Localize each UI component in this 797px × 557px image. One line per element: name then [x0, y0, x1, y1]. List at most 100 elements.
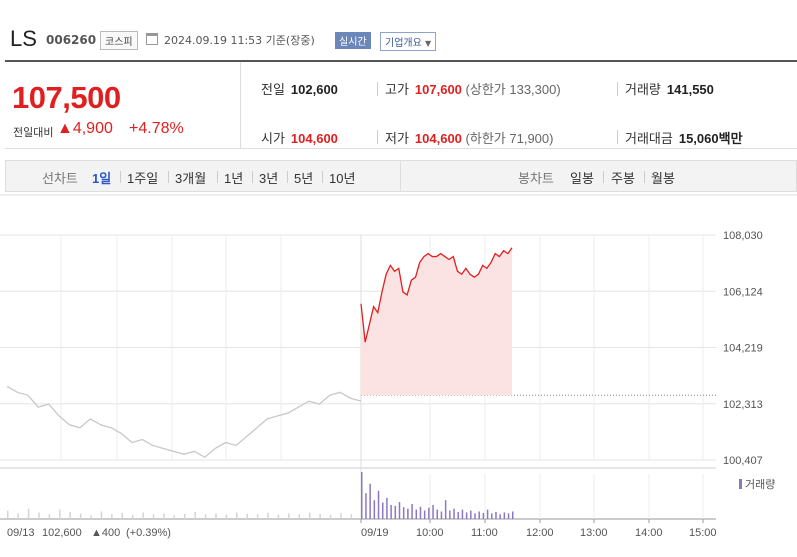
low-value: 104,600: [414, 131, 462, 146]
x-tick-label: 11:00: [471, 527, 498, 539]
company-overview-button[interactable]: 기업개요 ▼: [380, 32, 437, 51]
volume-bar-prev-day: [350, 514, 353, 519]
company-overview-label: 기업개요: [385, 38, 422, 49]
volume-bar-prev-day: [194, 511, 196, 519]
divider: [377, 130, 378, 144]
volume-bar-prev-day: [17, 513, 19, 519]
chevron-down-icon: ▼: [425, 39, 432, 48]
volume-bar-today: [365, 493, 367, 519]
stock-name: LS: [10, 26, 37, 51]
chart-tab-bar: 선차트 1일 1주일 3개월 1년 3년 5년 10년 봉차트 일봉 주봉 월봉: [5, 160, 797, 192]
volume-bar-today: [453, 508, 455, 519]
tab-3y[interactable]: 3년: [259, 171, 279, 186]
trade-value-unit: 백만: [718, 131, 743, 146]
timestamp: 2024.09.19 11:53 기준(장중): [164, 34, 315, 47]
volume-bar-today: [440, 511, 443, 519]
low-label: 저가: [385, 131, 409, 146]
volume-bar-prev-day: [142, 512, 144, 519]
volume-bar-today: [402, 507, 405, 519]
divider: [120, 171, 121, 183]
volume-bar-prev-day: [90, 515, 92, 519]
divider: [603, 171, 604, 183]
upper-limit: (상한가 133,300): [465, 82, 561, 97]
stock-code: 006260: [46, 33, 97, 47]
volume-legend-label: 거래량: [745, 478, 775, 491]
x-tick-label: 10:00: [416, 527, 444, 539]
volume-bar-today: [495, 511, 497, 519]
prev-close-value: 102,600: [290, 82, 338, 97]
volume-bar-today: [491, 513, 493, 519]
prev-day-date: 09/13: [7, 527, 35, 539]
volume-bar-prev-day: [163, 513, 165, 519]
volume-bar-today: [444, 500, 447, 519]
x-tick-label: 15:00: [689, 527, 717, 539]
volume-bar-today: [394, 505, 397, 519]
volume-bar-today: [432, 504, 434, 519]
change-label: 전일대비: [13, 126, 54, 139]
volume-bar-prev-day: [340, 512, 342, 519]
volume-bars: [7, 472, 514, 519]
trade-value-label: 거래대금: [625, 131, 673, 146]
trade-value: 거래대금 15,060백만: [625, 128, 743, 147]
volume-bar-prev-day: [69, 511, 71, 519]
chart-labels: 108,030 106,124 104,219 102,313 100,407 거래량 09…: [7, 230, 775, 539]
x-tick-label: 13:00: [580, 527, 608, 539]
volume-bar-today: [411, 503, 413, 519]
volume-bar-today: [503, 512, 506, 519]
today-price-area: [361, 247, 512, 396]
volume-bar-prev-day: [27, 508, 30, 519]
divider: [644, 171, 645, 183]
volume-bar-prev-day: [184, 513, 186, 519]
stock-header: LS 006260 코스피 2024.09.19 11:53 기준(장중) 실시…: [0, 0, 797, 60]
current-price: 107,500: [12, 80, 121, 115]
x-tick-label: 14:00: [635, 527, 663, 539]
volume-bar-today: [499, 514, 501, 519]
tab-10y[interactable]: 10년: [329, 171, 356, 186]
volume-bar-prev-day: [267, 512, 269, 519]
volume-label: 거래량: [625, 82, 661, 97]
line-chart-label: 선차트: [42, 171, 78, 186]
high-label: 고가: [385, 82, 409, 97]
divider: [168, 171, 169, 183]
volume-value: 141,550: [666, 82, 714, 97]
volume-bar-today: [470, 510, 472, 519]
tab-weekly-candle[interactable]: 주봉: [611, 171, 635, 186]
divider: [400, 161, 401, 191]
divider: [322, 171, 323, 183]
tab-daily-candle[interactable]: 일봉: [570, 171, 594, 186]
volume-bar-today: [407, 508, 409, 519]
prev-day-price-line: [6, 385, 362, 459]
volume-bar-today: [419, 506, 422, 519]
lower-limit: (하한가 71,900): [465, 131, 554, 146]
tab-1w[interactable]: 1주일: [127, 171, 159, 186]
volume-bar-today: [361, 472, 363, 519]
volume-bar-today: [415, 509, 418, 519]
open-price: 시가 104,600: [261, 128, 338, 147]
volume-bar-prev-day: [319, 513, 321, 519]
tab-3m[interactable]: 3개월: [175, 171, 207, 186]
tab-1y[interactable]: 1년: [224, 171, 244, 186]
x-tick-label: 09/19: [361, 527, 389, 539]
volume-bar-today: [390, 504, 392, 519]
volume-legend-swatch: [739, 479, 742, 489]
realtime-button[interactable]: 실시간: [335, 32, 371, 49]
volume-bar-prev-day: [256, 514, 259, 519]
market-badge: 코스피: [100, 31, 138, 50]
tab-5y[interactable]: 5년: [294, 171, 314, 186]
volume-bar-prev-day: [131, 514, 134, 519]
prev-day-price: 102,600: [42, 527, 82, 539]
tab-monthly-candle[interactable]: 월봉: [651, 171, 675, 186]
y-tick-label: 108,030: [723, 230, 763, 242]
high-price: 고가 107,600 (상한가 133,300): [385, 79, 561, 98]
today-price-line: [360, 247, 513, 343]
price-summary: 107,500 전일대비 ▲4,900 +4.78% 전일 102,600 고가 1…: [5, 60, 797, 149]
tab-1d[interactable]: 1일: [92, 171, 112, 186]
y-tick-label: 104,219: [723, 343, 763, 355]
volume-bar-today: [398, 502, 401, 519]
current-price-box: 107,500 전일대비 ▲4,900 +4.78%: [5, 62, 241, 149]
change-percent: +4.78%: [129, 120, 184, 137]
volume-bar-today: [423, 510, 426, 519]
divider: [377, 82, 378, 96]
volume-bar-today: [436, 509, 438, 519]
volume-bar-prev-day: [236, 512, 238, 519]
